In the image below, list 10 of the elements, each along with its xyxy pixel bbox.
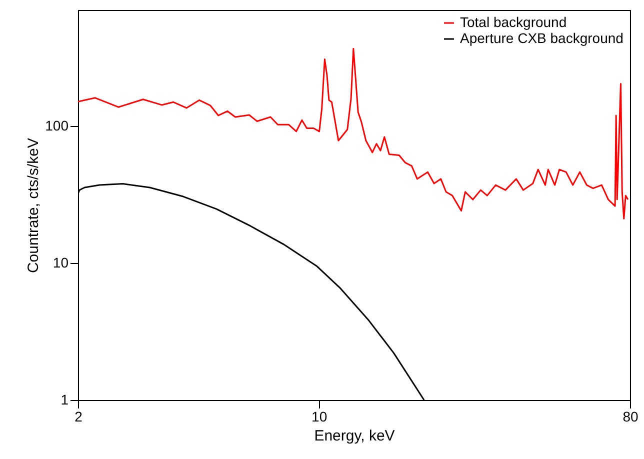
legend-label: Aperture CXB background bbox=[460, 30, 624, 46]
y-axis-title: Countrate, cts/s/keV bbox=[25, 138, 42, 274]
y-tick-label: 1 bbox=[60, 392, 69, 408]
x-axis-title: Energy, keV bbox=[314, 428, 395, 444]
y-tick-label: 10 bbox=[52, 254, 69, 270]
legend-label: Total background bbox=[460, 14, 567, 30]
x-tick-label: 2 bbox=[74, 408, 83, 424]
x-tick-label: 10 bbox=[312, 408, 328, 424]
x-tick-label: 80 bbox=[622, 408, 638, 424]
y-tick-label: 100 bbox=[45, 117, 69, 134]
